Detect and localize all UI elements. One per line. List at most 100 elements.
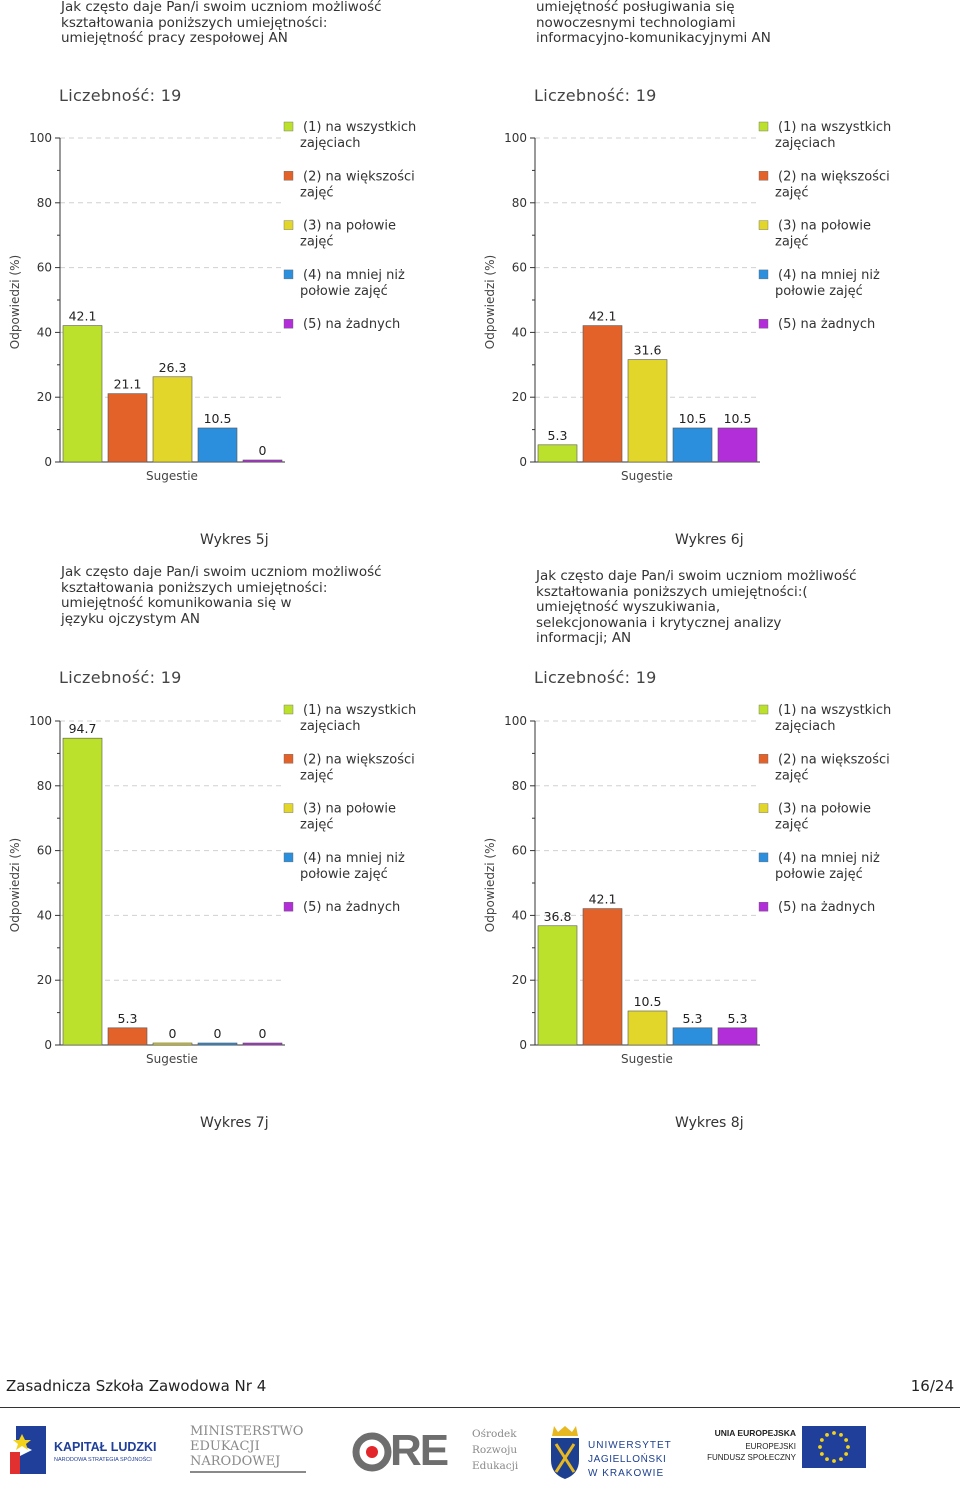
y-tick-label: 60 (512, 261, 527, 275)
legend-label: (1) na wszystkich (778, 120, 891, 135)
legend-label: (2) na większości (303, 752, 415, 767)
ue-line-2: EUROPEJSKI (745, 1442, 796, 1451)
legend-swatch (283, 901, 294, 912)
x-axis-label: Sugestie (146, 1052, 198, 1066)
legend-swatch (758, 121, 769, 132)
chart-panel-8j: Jak często daje Pan/i swoim uczniom możl… (475, 565, 945, 1145)
eu-star-icon (825, 1432, 829, 1437)
question-text: umiejętność posługiwania się nowoczesnymi… (536, 0, 771, 47)
eu-star-icon (839, 1457, 843, 1462)
eu-star-icon (819, 1438, 824, 1442)
men-line-1: MINISTERSTWO (190, 1424, 304, 1439)
bar-4 (672, 1027, 713, 1046)
legend-label: (2) na większości (303, 169, 415, 184)
legend-label: (3) na połowie (778, 219, 871, 234)
y-tick-label: 80 (512, 779, 527, 793)
legend-swatch (758, 901, 769, 912)
y-tick-label: 40 (512, 908, 527, 922)
bar-value-label: 26.3 (159, 360, 187, 375)
bar-value-label: 36.8 (544, 909, 572, 924)
bar-5 (242, 459, 283, 463)
question-line: Jak często daje Pan/i swoim uczniom możl… (61, 564, 382, 580)
y-tick-label: 0 (519, 455, 527, 469)
chart-panel-7j: Jak często daje Pan/i swoim uczniom możl… (0, 564, 470, 1145)
question-text: Jak często daje Pan/i swoim uczniom możl… (61, 0, 382, 47)
y-tick-label: 20 (512, 390, 527, 404)
y-tick-label: 0 (519, 1038, 527, 1052)
bar-value-label: 31.6 (634, 343, 662, 358)
legend-label: zajęć (775, 235, 809, 250)
question-line: Jak często daje Pan/i swoim uczniom możl… (61, 0, 382, 15)
question-line: Jak często daje Pan/i swoim uczniom możl… (536, 568, 857, 584)
question-line: kształtowania poniższych umiejętności: (61, 14, 328, 31)
legend-label: (2) na większości (778, 169, 890, 184)
question-line: informacji; AN (536, 630, 632, 646)
legend-label: zajęciach (300, 719, 361, 734)
sample-count-label: Liczebność: 19 (59, 668, 182, 687)
men-line-2: EDUKACJI (190, 1439, 260, 1454)
legend-label: (5) na żadnych (778, 317, 875, 332)
question-text: Jak często daje Pan/i swoim uczniom możl… (536, 568, 857, 647)
uj-line-2: JAGIELLOŃSKI (588, 1454, 667, 1465)
x-axis-label: Sugestie (621, 469, 673, 483)
kapital-ludzki-title: KAPITAŁ LUDZKI (54, 1440, 157, 1454)
legend-label: połowie zajęć (775, 867, 863, 882)
bar-4 (197, 427, 238, 463)
bar-chart: 0 20 40 60 80 100 Odpowiedzi (%) Sugestie 36.8 42… (483, 703, 891, 1066)
question-line: kształtowania poniższych umiejętności:( (536, 583, 808, 600)
legend-label: zajęć (300, 768, 334, 783)
y-tick-label: 60 (512, 844, 527, 858)
legend-label: zajęć (300, 818, 334, 833)
ore-mark: RE (390, 1426, 449, 1475)
chart-caption: Wykres 8j (675, 1115, 744, 1131)
legend-label: zajęciach (300, 136, 361, 151)
bar-chart: 0 20 40 60 80 100 Odpowiedzi (%) Sugestie 5.3 42.… (483, 120, 891, 483)
bar-value-label: 5.3 (548, 428, 568, 443)
y-tick-label: 100 (504, 131, 527, 145)
legend-swatch (758, 318, 769, 329)
legend-label: zajęciach (775, 719, 836, 734)
legend-label: zajęć (300, 185, 334, 200)
chart-panel-5j: Jak często daje Pan/i swoim uczniom możl… (0, 0, 470, 560)
legend-swatch (758, 852, 769, 863)
question-line: selekcjonowania i krytycznej analizy (536, 614, 782, 631)
bar-value-label: 94.7 (69, 721, 97, 736)
question-line: umiejętność komunikowania się w (61, 595, 292, 611)
bar-value-label: 42.1 (589, 309, 617, 324)
bar-3 (627, 359, 668, 463)
bar-2 (107, 393, 148, 463)
legend-swatch (758, 704, 769, 715)
legend-label: (1) na wszystkich (303, 120, 416, 135)
legend-swatch (283, 318, 294, 329)
school-name: Zasadnicza Szkoła Zawodowa Nr 4 (6, 1377, 267, 1395)
ore-line-3: Edukacji (472, 1460, 519, 1472)
chart-caption: Wykres 6j (675, 532, 744, 548)
ue-line-1: UNIA EUROPEJSKA (714, 1428, 796, 1438)
y-tick-label: 0 (44, 455, 52, 469)
sample-count-label: Liczebność: 19 (534, 86, 657, 105)
legend-swatch (283, 704, 294, 715)
page-number: 16/24 (910, 1377, 954, 1395)
men-line-3: NARODOWEJ (190, 1454, 281, 1469)
bar-1 (537, 444, 578, 463)
bar-1 (62, 737, 103, 1046)
eu-star-icon (839, 1432, 843, 1437)
y-tick-label: 100 (29, 714, 52, 728)
y-tick-label: 20 (37, 390, 52, 404)
legend-label: zajęć (775, 768, 809, 783)
ore-line-2: Rozwoju (472, 1444, 518, 1456)
y-axis-label: Odpowiedzi (%) (483, 838, 497, 932)
ore-line-1: Ośrodek (472, 1428, 517, 1440)
legend-swatch (283, 852, 294, 863)
bar-5 (717, 1027, 758, 1046)
legend-label: połowie zajęć (300, 284, 388, 299)
y-tick-label: 80 (512, 196, 527, 210)
legend-swatch (283, 121, 294, 132)
y-axis-label: Odpowiedzi (%) (8, 838, 22, 932)
uj-line-1: UNIWERSYTET (588, 1440, 672, 1451)
legend-swatch (283, 803, 294, 813)
eu-star-icon (819, 1452, 824, 1456)
eu-star-icon (844, 1452, 849, 1456)
legend-label: zajęć (775, 185, 809, 200)
bar-value-label: 0 (169, 1026, 177, 1041)
